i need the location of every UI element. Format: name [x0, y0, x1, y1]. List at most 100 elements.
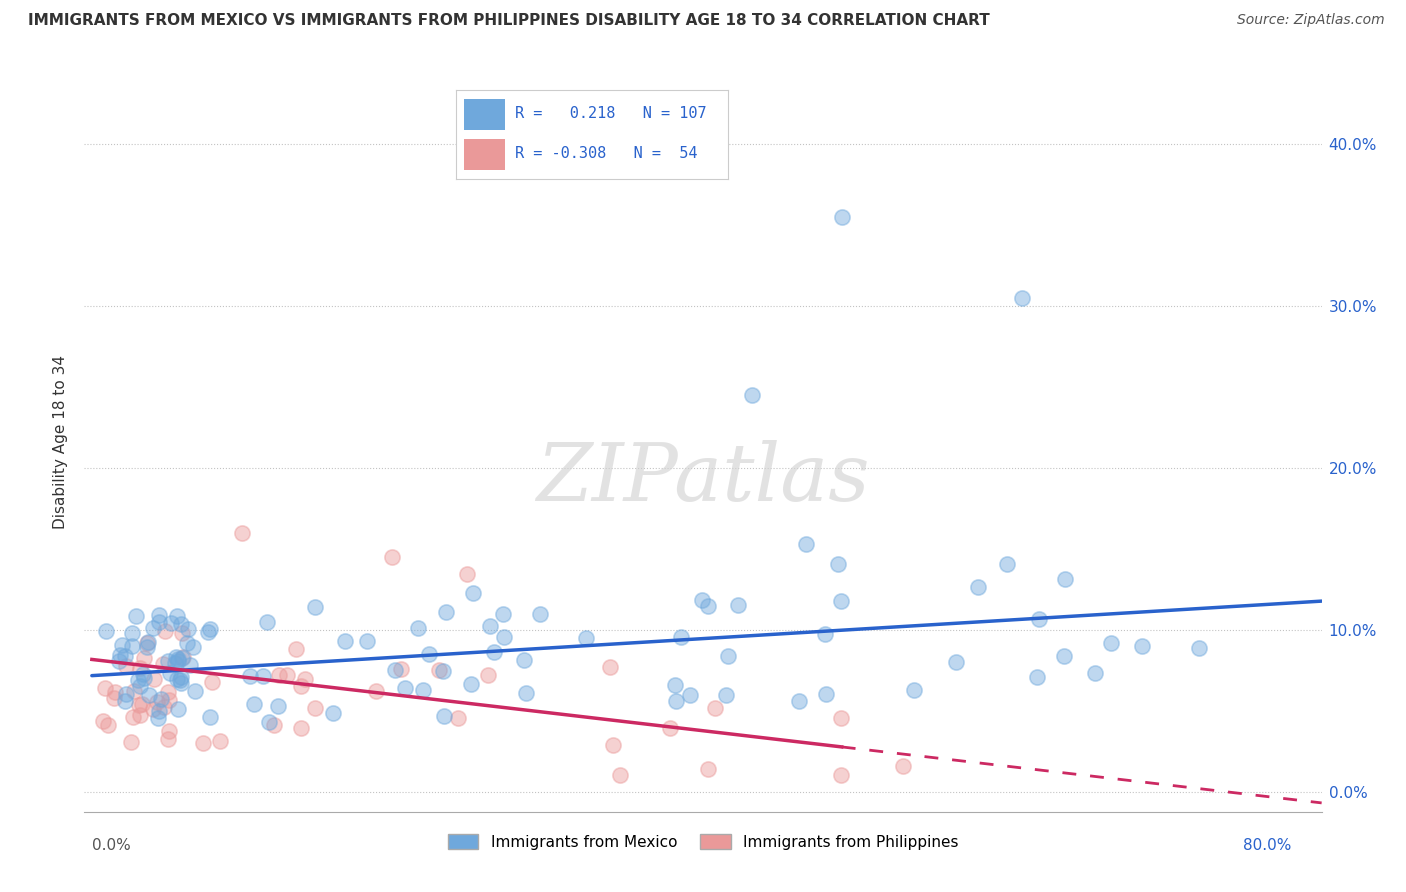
Point — [1130, 640, 1153, 654]
Point — [460, 677, 482, 691]
Point — [1099, 635, 1122, 649]
Point — [231, 526, 253, 541]
Point — [148, 711, 170, 725]
Point — [513, 652, 536, 666]
Point — [169, 673, 191, 687]
Point — [716, 689, 738, 703]
Point — [148, 608, 170, 623]
Point — [995, 557, 1018, 571]
Point — [127, 673, 149, 688]
Point — [697, 762, 720, 776]
Point — [364, 683, 387, 698]
Point — [891, 759, 914, 773]
Point — [814, 626, 837, 640]
Point — [356, 634, 378, 648]
Point — [394, 681, 416, 695]
Point — [197, 625, 219, 640]
Point — [263, 718, 285, 732]
Point — [156, 685, 179, 699]
Point — [103, 691, 125, 706]
Point — [125, 608, 148, 623]
Point — [167, 652, 190, 666]
Point — [830, 711, 852, 725]
Point — [1026, 670, 1049, 684]
Point — [406, 621, 429, 635]
Legend: Immigrants from Mexico, Immigrants from Philippines: Immigrants from Mexico, Immigrants from … — [441, 828, 965, 856]
Point — [304, 600, 326, 615]
Point — [108, 654, 131, 668]
Point — [121, 625, 143, 640]
Point — [135, 636, 157, 650]
Point — [427, 663, 450, 677]
Point — [148, 615, 170, 630]
Point — [690, 593, 713, 607]
Point — [142, 621, 165, 635]
Point — [165, 656, 187, 670]
Point — [609, 768, 631, 782]
Point — [153, 624, 176, 638]
Point — [122, 710, 145, 724]
Point — [172, 650, 194, 665]
Point — [136, 635, 159, 649]
Point — [381, 550, 404, 565]
Point — [198, 710, 221, 724]
Point — [434, 606, 457, 620]
Point — [599, 659, 621, 673]
Point — [111, 638, 134, 652]
Point — [285, 642, 308, 657]
Point — [208, 734, 231, 748]
Text: ZIPatlas: ZIPatlas — [536, 440, 870, 517]
Point — [492, 607, 515, 621]
Point — [269, 667, 291, 681]
Point — [903, 683, 925, 698]
Point — [831, 210, 853, 224]
Point — [484, 645, 506, 659]
Point — [157, 732, 180, 747]
Point — [658, 721, 681, 735]
Point — [384, 664, 406, 678]
Point — [827, 557, 849, 571]
Point — [131, 698, 153, 712]
Point — [142, 672, 165, 686]
Point — [142, 702, 165, 716]
Point — [252, 669, 274, 683]
Point — [166, 654, 188, 668]
Point — [602, 739, 624, 753]
Text: Source: ZipAtlas.com: Source: ZipAtlas.com — [1237, 13, 1385, 28]
Point — [461, 586, 484, 600]
Point — [93, 714, 115, 728]
Point — [267, 698, 290, 713]
Point — [664, 694, 686, 708]
Point — [290, 721, 312, 735]
Y-axis label: Disability Age 18 to 34: Disability Age 18 to 34 — [53, 354, 69, 529]
Point — [679, 688, 702, 702]
Point — [166, 609, 188, 624]
Point — [94, 624, 117, 638]
Point — [276, 668, 298, 682]
Point — [575, 632, 598, 646]
Point — [794, 537, 817, 551]
Point — [132, 666, 155, 681]
Text: 0.0%: 0.0% — [91, 838, 131, 853]
Point — [104, 685, 127, 699]
Point — [1028, 612, 1050, 626]
Point — [134, 651, 156, 665]
Point — [157, 654, 180, 668]
Point — [1084, 665, 1107, 680]
Point — [418, 647, 440, 661]
Point — [447, 711, 470, 725]
Point — [290, 679, 312, 693]
Point — [412, 683, 434, 698]
Point — [456, 566, 478, 581]
Point — [170, 626, 193, 640]
Point — [432, 664, 454, 678]
Point — [239, 668, 262, 682]
Point — [966, 580, 988, 594]
Point — [1011, 291, 1033, 305]
Point — [120, 735, 142, 749]
Text: 80.0%: 80.0% — [1243, 838, 1292, 853]
Point — [716, 649, 738, 664]
Point — [115, 658, 138, 673]
Point — [477, 668, 499, 682]
Point — [129, 661, 152, 675]
